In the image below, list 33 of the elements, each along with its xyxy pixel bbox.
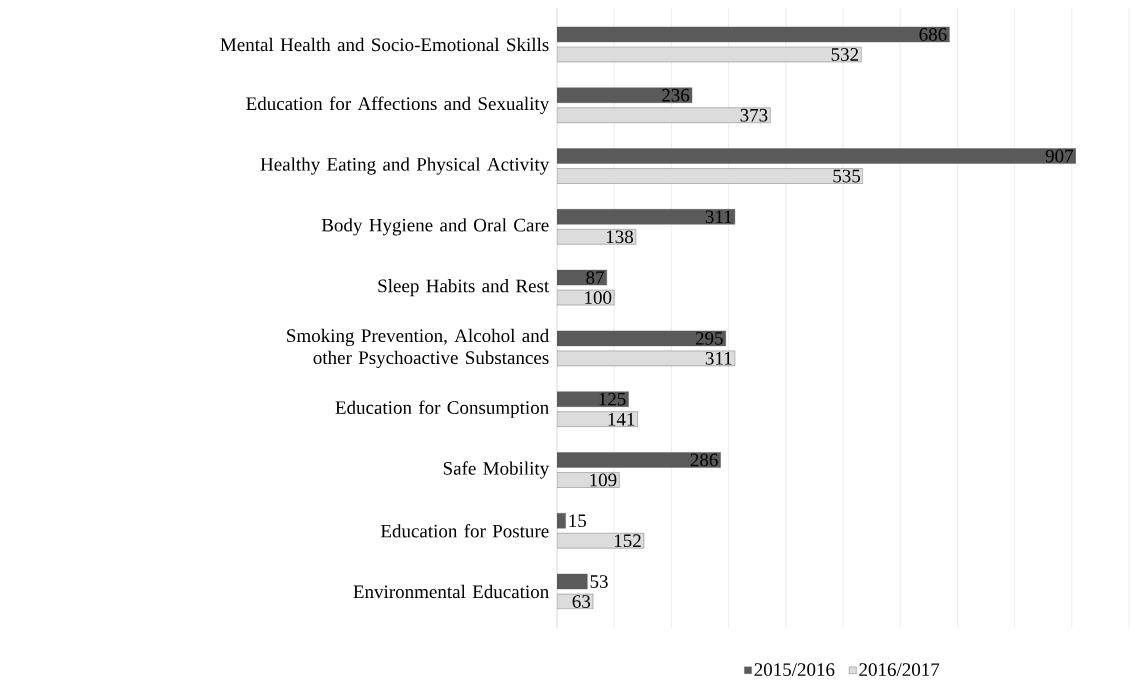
y-tick-label: Environmental Education: [353, 584, 549, 599]
data-label: 532: [831, 48, 859, 61]
data-label: 87: [586, 271, 605, 285]
data-label: 53: [590, 575, 608, 588]
y-tick-label: Education for Consumption: [335, 400, 549, 418]
data-label: 286: [690, 453, 718, 467]
data-label: 311: [705, 210, 732, 224]
y-tick-label: Mental Health and Socio-Emotional Skills: [220, 37, 549, 52]
y-tick-label: Education for Affections and Sexuality: [246, 96, 550, 114]
legend-label: 2015/2016: [754, 663, 835, 677]
y-tick-label: Body Hygiene and Oral Care: [321, 218, 549, 236]
data-label: 141: [608, 412, 635, 426]
bar: [557, 593, 594, 610]
data-label: 907: [1045, 149, 1074, 163]
data-label: 15: [569, 514, 587, 528]
y-tick-label: Smoking Prevention, Alcohol and other Psychoactive Substances: [287, 328, 549, 369]
data-label: 100: [585, 291, 612, 305]
y-tick-label: Healthy Eating and Physical Activity: [260, 157, 550, 175]
data-label: 236: [662, 88, 690, 102]
y-tick-label: Sleep Habits and Rest: [378, 278, 550, 297]
data-label: 109: [590, 473, 617, 487]
data-label: 125: [599, 392, 626, 406]
data-label: 138: [606, 230, 633, 244]
y-tick-label: Education for Posture: [380, 523, 549, 538]
data-label: 311: [705, 352, 732, 365]
data-label: 295: [695, 332, 723, 345]
data-label: 686: [919, 28, 947, 41]
data-label: 535: [833, 169, 861, 183]
y-tick-label: Safe Mobility: [443, 461, 550, 479]
data-label: 63: [572, 595, 591, 608]
legend-label: 2016/2017: [859, 663, 940, 677]
data-label: 152: [614, 534, 641, 548]
data-label: 373: [740, 108, 768, 122]
